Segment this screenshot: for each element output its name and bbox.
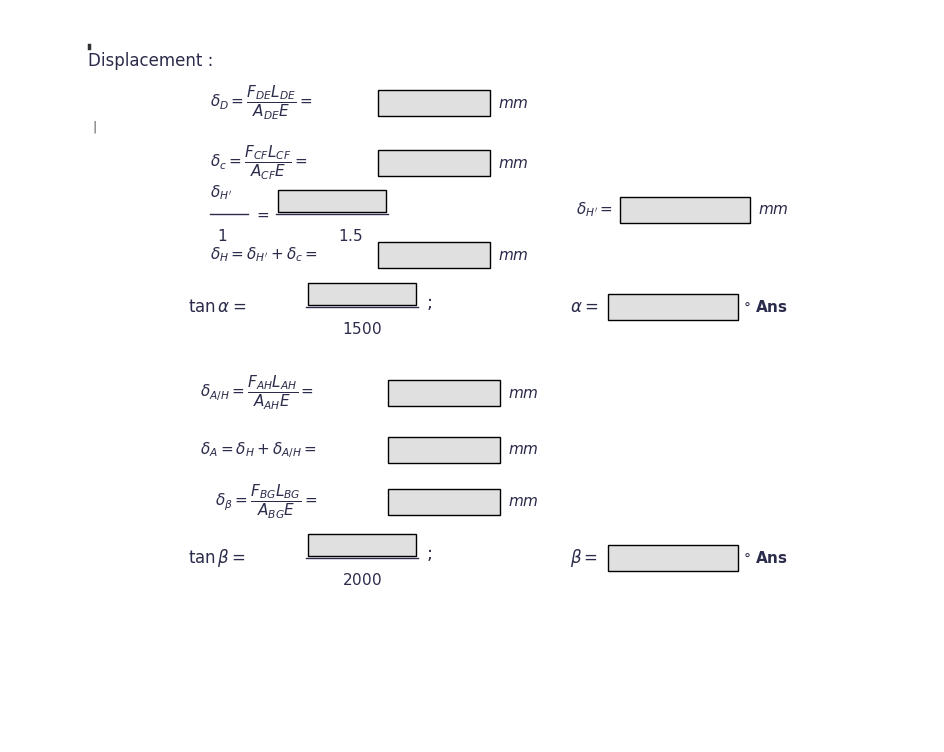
Bar <box>388 437 500 463</box>
Bar <box>378 90 490 116</box>
Bar <box>378 242 490 268</box>
Text: $mm$: $mm$ <box>498 247 529 262</box>
Bar <box>308 283 416 305</box>
Text: $\delta_H = \delta_{H^\prime} + \delta_c =$: $\delta_H = \delta_{H^\prime} + \delta_c… <box>210 246 318 265</box>
Text: $mm$: $mm$ <box>498 156 529 171</box>
Bar <box>278 190 386 212</box>
Text: $\delta_{H^\prime}$: $\delta_{H^\prime}$ <box>210 183 232 202</box>
Text: $\mathrm{tan}\,\alpha =$: $\mathrm{tan}\,\alpha =$ <box>188 298 246 316</box>
Text: $1500$: $1500$ <box>342 321 382 337</box>
Text: $\delta_c = \dfrac{F_{CF}L_{CF}}{A_{CF}E} =$: $\delta_c = \dfrac{F_{CF}L_{CF}}{A_{CF}E… <box>210 144 308 182</box>
Text: $°$: $°$ <box>743 300 750 314</box>
Bar <box>608 294 738 320</box>
Text: $mm$: $mm$ <box>508 386 539 401</box>
Text: $2000$: $2000$ <box>342 572 382 588</box>
Text: $\delta_D = \dfrac{F_{DE}L_{DE}}{A_{DE}E} =$: $\delta_D = \dfrac{F_{DE}L_{DE}}{A_{DE}E… <box>210 84 312 122</box>
Text: $=$: $=$ <box>254 207 270 222</box>
Text: $\beta =$: $\beta =$ <box>570 547 598 569</box>
Bar <box>308 534 416 556</box>
Text: $1.5$: $1.5$ <box>338 228 362 244</box>
Text: $mm$: $mm$ <box>508 442 539 457</box>
Bar <box>608 545 738 571</box>
Text: $\delta_A = \delta_H + \delta_{A/H} =$: $\delta_A = \delta_H + \delta_{A/H} =$ <box>200 440 317 460</box>
Text: $\delta_{H'} =$: $\delta_{H'} =$ <box>576 201 613 220</box>
Text: $mm$: $mm$ <box>498 96 529 111</box>
Text: $\alpha =$: $\alpha =$ <box>570 298 598 316</box>
Text: $\mathbf{Ans}$: $\mathbf{Ans}$ <box>755 299 788 315</box>
Text: $;$: $;$ <box>426 545 432 563</box>
Bar <box>378 150 490 176</box>
Text: $1$: $1$ <box>217 228 228 244</box>
Text: $mm$: $mm$ <box>508 495 539 510</box>
Text: $\delta_\beta = \dfrac{F_{BG}L_{BG}}{A_{BG}E} =$: $\delta_\beta = \dfrac{F_{BG}L_{BG}}{A_{… <box>215 483 318 521</box>
Text: $\mathbf{Ans}$: $\mathbf{Ans}$ <box>755 550 788 566</box>
Text: $;$: $;$ <box>426 294 432 312</box>
Bar <box>388 380 500 406</box>
Text: $mm$: $mm$ <box>758 202 788 217</box>
Text: $\delta_{A/H} = \dfrac{F_{AH}L_{AH}}{A_{AH}E} =$: $\delta_{A/H} = \dfrac{F_{AH}L_{AH}}{A_{… <box>200 374 314 412</box>
Text: $°$: $°$ <box>743 551 750 565</box>
Text: |: | <box>92 120 96 134</box>
Text: Displacement :: Displacement : <box>88 52 213 70</box>
Bar <box>388 489 500 515</box>
Bar <box>620 197 750 223</box>
Text: $\mathrm{tan}\,\beta =$: $\mathrm{tan}\,\beta =$ <box>188 547 246 569</box>
